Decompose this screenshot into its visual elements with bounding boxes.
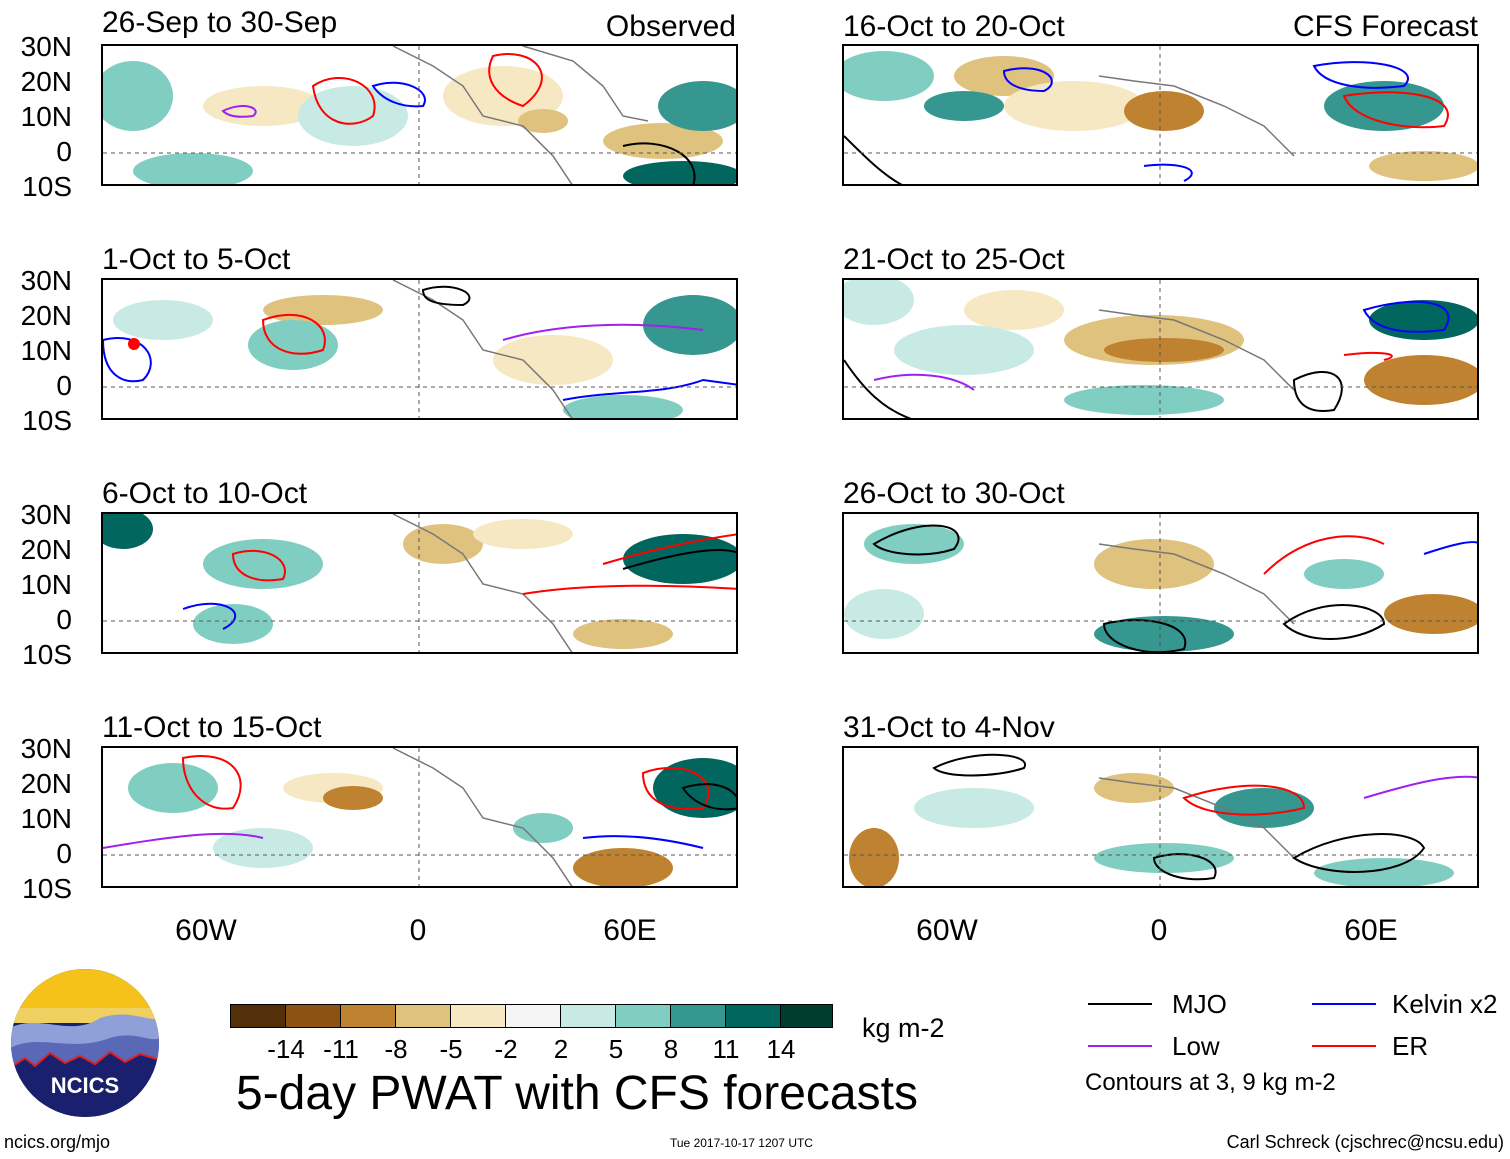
cfs-forecast-header: CFS Forecast [1292, 10, 1478, 43]
colorbar-tick-label: -2 [494, 1034, 518, 1064]
lat-tick-label: 20N [20, 66, 72, 97]
map-panel-2 [101, 278, 738, 420]
panel-date-label: 26-Oct to 30-Oct [843, 477, 1065, 510]
pwat-anomaly-map [844, 46, 1477, 184]
lat-tick-label: 30N [20, 499, 72, 530]
lon-tick-label: 60E [603, 914, 657, 947]
ncics-logo-icon: NCICS [11, 969, 159, 1117]
colorbar-swatch [780, 1004, 833, 1028]
storm-marker-icon [128, 338, 140, 350]
lat-tick-label: 10S [22, 405, 72, 436]
colorbar-swatch [230, 1004, 286, 1028]
colorbar-tick-label: -11 [323, 1034, 359, 1064]
panel-date-label: 26-Sep to 30-Sep [102, 6, 338, 39]
lat-tick-label: 0 [56, 838, 72, 869]
colorbar-swatch [615, 1004, 671, 1028]
lat-tick-label: 10N [20, 335, 72, 366]
kelvin-legend-label: Kelvin x2 [1392, 989, 1498, 1019]
lat-tick-label: 10S [22, 171, 72, 202]
kelvin-legend-line [1312, 1003, 1376, 1005]
colorbar-swatch [725, 1004, 781, 1028]
lat-tick-label: 20N [20, 534, 72, 565]
colorbar-tick-label: 14 [766, 1034, 796, 1064]
panel-date-label: 21-Oct to 25-Oct [843, 243, 1065, 276]
panel-date-label: 1-Oct to 5-Oct [102, 243, 291, 276]
er-legend-label: ER [1392, 1031, 1429, 1061]
colorbar-swatch [285, 1004, 341, 1028]
colorbar-swatch [340, 1004, 396, 1028]
lat-tick-label: 10N [20, 803, 72, 834]
mjo-legend-label: MJO [1172, 989, 1227, 1019]
colorbar-swatch [505, 1004, 561, 1028]
lat-tick-label: 0 [56, 604, 72, 635]
pwat-anomaly-map [103, 514, 736, 652]
lat-tick-label: 10S [22, 639, 72, 670]
low-legend-label: Low [1172, 1031, 1220, 1061]
logo-text: NCICS [51, 1073, 119, 1098]
mjo-legend-line [1088, 1003, 1152, 1005]
ncics-logo: NCICS [10, 968, 160, 1118]
lon-tick-label: 60E [1344, 914, 1398, 947]
pwat-anomaly-map [844, 280, 1477, 418]
pwat-anomaly-map [103, 280, 736, 418]
lat-tick-label: 20N [20, 768, 72, 799]
lon-tick-label: 0 [1150, 914, 1168, 947]
lat-tick-label: 30N [20, 265, 72, 296]
lat-tick-label: 0 [56, 370, 72, 401]
colorbar-swatch [560, 1004, 616, 1028]
colorbar-swatch [450, 1004, 506, 1028]
lat-tick-label: 20N [20, 300, 72, 331]
colorbar-tick-label: -14 [267, 1034, 305, 1064]
pwat-anomaly-map [844, 748, 1477, 886]
pwat-anomaly-map [844, 514, 1477, 652]
map-panel-7 [842, 512, 1479, 654]
colorbar-tick-label: 11 [712, 1034, 740, 1064]
chart-title: 5-day PWAT with CFS forecasts [236, 1067, 918, 1120]
panel-date-label: 6-Oct to 10-Oct [102, 477, 308, 510]
lat-tick-label: 30N [20, 31, 72, 62]
colorbar-tick-label: -5 [439, 1034, 463, 1064]
lat-tick-label: 10N [20, 569, 72, 600]
panel-date-label: 31-Oct to 4-Nov [843, 711, 1055, 744]
colorbar-tick-label: 8 [663, 1034, 679, 1064]
colorbar-swatch [395, 1004, 451, 1028]
colorbar-unit: kg m-2 [862, 1013, 945, 1043]
pwat-anomaly-map [103, 748, 736, 886]
lon-tick-label: 60W [916, 914, 978, 947]
colorbar-tick-label: 2 [553, 1034, 569, 1064]
colorbar-tick-label: 5 [608, 1034, 624, 1064]
colorbar-tick-label: -8 [384, 1034, 408, 1064]
footer-timestamp: Tue 2017-10-17 1207 UTC [670, 1136, 813, 1150]
lat-tick-label: 0 [56, 136, 72, 167]
lat-tick-label: 30N [20, 733, 72, 764]
map-panel-3 [101, 512, 738, 654]
lat-tick-label: 10S [22, 873, 72, 904]
footer-author: Carl Schreck (cjschrec@ncsu.edu) [1226, 1132, 1504, 1152]
contour-note: Contours at 3, 9 kg m-2 [1085, 1069, 1336, 1096]
map-panel-5 [842, 44, 1479, 186]
er-legend-line [1312, 1045, 1376, 1047]
footer-website: ncics.org/mjo [4, 1132, 111, 1152]
lon-tick-label: 60W [175, 914, 237, 947]
map-panel-6 [842, 278, 1479, 420]
low-legend-line [1088, 1045, 1152, 1047]
map-panel-8 [842, 746, 1479, 888]
observed-header: Observed [605, 10, 736, 43]
lat-tick-label: 10N [20, 101, 72, 132]
pwat-anomaly-map [103, 46, 736, 184]
panel-date-label: 16-Oct to 20-Oct [843, 10, 1065, 43]
map-panel-4 [101, 746, 738, 888]
colorbar-swatch [670, 1004, 726, 1028]
panel-date-label: 11-Oct to 15-Oct [102, 711, 322, 744]
lon-tick-label: 0 [409, 914, 427, 947]
map-panel-1 [101, 44, 738, 186]
